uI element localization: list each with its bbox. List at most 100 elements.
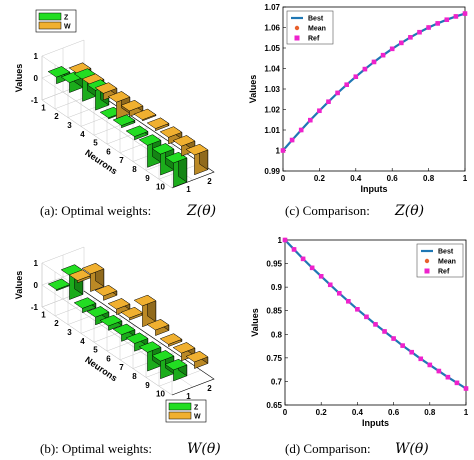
- bar-z-neuron-9: [151, 349, 175, 380]
- series-ref-point: [362, 66, 368, 72]
- bar-top-face: [172, 135, 196, 147]
- bar-z-neuron-3: [73, 297, 97, 314]
- legend-ref-label: Ref: [438, 269, 450, 276]
- bar-top-face: [120, 99, 144, 112]
- bar-z-neuron-7: [125, 332, 149, 352]
- legend-mean-swatch: [424, 258, 430, 264]
- legend-ref-label: Ref: [308, 36, 320, 43]
- y-tick-label: 5: [93, 139, 98, 148]
- series-ref-point: [335, 90, 340, 96]
- axis-frame: [83, 290, 215, 396]
- z-tick-label: 1: [34, 259, 39, 268]
- bar-top-face: [125, 125, 149, 137]
- caption-b-prefix: (b): Optimal weights:: [40, 441, 152, 456]
- y-axis-label: Neurons: [83, 148, 119, 177]
- bar-top-face: [99, 314, 123, 327]
- bar-w-neuron-8: [159, 126, 183, 145]
- y-tick-label: 2: [54, 112, 59, 121]
- z-tick-label: -1: [31, 303, 39, 312]
- series-ref-point: [371, 59, 377, 65]
- x-tick-label: 0.4: [350, 174, 362, 183]
- legend-mean-label: Mean: [438, 259, 456, 266]
- bar-top-face: [138, 134, 162, 146]
- bar-top-face: [185, 350, 209, 363]
- y-tick-label: 1.04: [264, 65, 280, 74]
- legend-best-label: Best: [308, 16, 324, 23]
- bar-top-face: [86, 306, 110, 318]
- bar-top-face: [164, 358, 188, 371]
- bar-top-face: [94, 82, 118, 94]
- bar-w-neuron-10: [185, 143, 209, 176]
- legend-ref-swatch: [294, 35, 300, 41]
- x-tick-label: 0.8: [423, 174, 435, 183]
- series-ref-point: [382, 329, 387, 334]
- bar-top-face: [107, 91, 131, 103]
- bar-top-face: [159, 126, 183, 138]
- bar-top-face: [112, 114, 136, 126]
- legend-mean-label: Mean: [308, 26, 326, 33]
- bar-top-face: [133, 108, 157, 121]
- series-ref-point: [327, 282, 333, 288]
- y-tick-label: 7: [119, 156, 124, 165]
- legend: ZW: [165, 399, 207, 423]
- panel-c-line: 0 0.2 0.4 0.6 0.8 1 0.99 1 1.01 1.02 1.03 1.04 1.05 1…: [248, 3, 468, 194]
- bar-z-neuron-4: [86, 305, 110, 326]
- series-ref-point: [355, 307, 360, 312]
- series-ref-point: [373, 322, 378, 327]
- series-ref-point: [408, 35, 413, 40]
- series-ref-point: [380, 52, 386, 58]
- x-tick-label: 0.2: [314, 174, 326, 183]
- floor-gridline: [41, 306, 173, 396]
- x-tick-label: 2: [207, 384, 212, 393]
- bar-top-face: [47, 278, 71, 290]
- legend: Best Mean Ref: [416, 243, 464, 278]
- legend: ZW: [35, 9, 77, 33]
- z-tick-label: -1: [31, 96, 39, 105]
- series-ref-point: [426, 25, 431, 30]
- x-axis-label: Inputs: [362, 418, 389, 428]
- legend-z-label: Z: [64, 15, 69, 22]
- bar-w-neuron-3: [94, 82, 118, 101]
- legend-w-label: W: [64, 24, 71, 31]
- series-ref-point: [418, 356, 424, 362]
- y-tick-label: 0.8: [271, 330, 283, 339]
- y-tick-label: 5: [93, 346, 98, 355]
- series-ref-point: [364, 314, 369, 320]
- caption-c-math: Z(θ): [394, 203, 424, 219]
- series-ref-point: [344, 82, 349, 87]
- bar-top-face: [94, 284, 118, 297]
- series-ref-point: [435, 21, 440, 26]
- series-ref-point: [317, 108, 322, 114]
- y-tick-label: 1.01: [264, 126, 280, 135]
- bar-z-neuron-7: [125, 125, 149, 141]
- bar-top-face: [81, 262, 105, 275]
- caption-c-prefix: (c) Comparison:: [285, 203, 370, 218]
- series-ref-point: [436, 368, 442, 374]
- bar-z-neuron-10: [164, 358, 188, 382]
- z-axis-label: Values: [14, 64, 24, 93]
- series-ref-point: [427, 362, 433, 368]
- bar-z-neuron-6: [112, 323, 136, 342]
- y-tick-label: 10: [156, 390, 165, 399]
- y-tick-label: 10: [156, 183, 165, 192]
- series-ref-point: [389, 46, 395, 52]
- bar-top-face: [107, 298, 131, 310]
- series-ref-point: [453, 14, 459, 19]
- series-ref-point: [353, 74, 359, 79]
- series-ref-point: [346, 298, 351, 304]
- bar-w-neuron-7: [146, 117, 170, 132]
- legend-mean-swatch: [294, 25, 300, 31]
- bar-w-neuron-7: [146, 318, 170, 336]
- x-tick-label: 0.6: [387, 174, 399, 183]
- y-tick-label: 1: [276, 147, 281, 156]
- legend-z-label: Z: [194, 405, 199, 412]
- x-tick-label: 1: [463, 174, 468, 183]
- series-ref-point: [391, 336, 396, 341]
- bar-top-face: [172, 342, 196, 354]
- caption-a-math: Z(θ): [186, 203, 216, 219]
- y-tick-label: 0.95: [266, 260, 282, 269]
- z-tick-label: 0: [34, 281, 39, 290]
- bar-z-neuron-2: [60, 71, 84, 93]
